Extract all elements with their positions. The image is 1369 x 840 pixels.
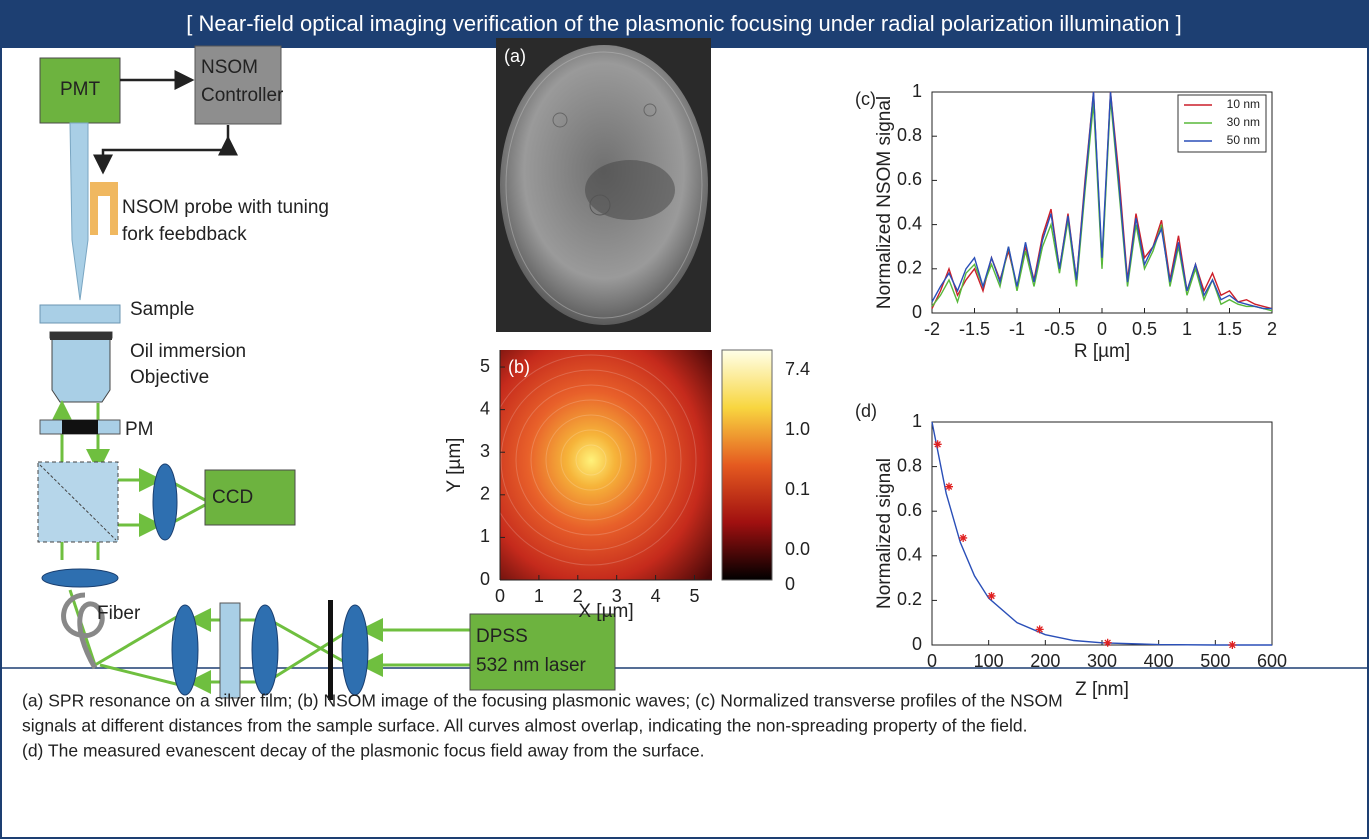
- x-tick-label: 200: [1030, 651, 1060, 671]
- y-tick-label: 1: [912, 411, 922, 431]
- y-tick-label: 1: [480, 526, 490, 546]
- controller-label: NSOM: [201, 57, 258, 78]
- pmt-label: PMT: [60, 79, 101, 100]
- x-tick-label: 0.5: [1132, 319, 1157, 339]
- x-tick-label: 0: [1097, 319, 1107, 339]
- x-tick-label: -1.5: [959, 319, 990, 339]
- caption-line: (d) The measured evanescent decay of the…: [22, 741, 705, 761]
- x-tick-label: -0.5: [1044, 319, 1075, 339]
- caption-line: (a) SPR resonance on a silver film; (b) …: [22, 691, 1063, 711]
- y-tick-label: 0.4: [897, 213, 922, 233]
- x-tick-label: 0: [495, 586, 505, 606]
- x-tick-label: -2: [924, 319, 940, 339]
- y-tick-label: 4: [480, 398, 490, 418]
- y-axis-label: Y [µm]: [444, 438, 465, 493]
- panel-label: (c): [855, 89, 876, 109]
- y-axis-label: Normalized NSOM signal: [874, 96, 895, 309]
- x-axis-label: Z [nm]: [1075, 679, 1129, 700]
- data-point: [945, 483, 953, 491]
- x-tick-label: 5: [689, 586, 699, 606]
- ccd-label: CCD: [212, 487, 253, 508]
- x-tick-label: 300: [1087, 651, 1117, 671]
- laser-label: DPSS: [476, 626, 528, 647]
- x-tick-label: 100: [974, 651, 1004, 671]
- y-tick-label: 0: [912, 302, 922, 322]
- fiber-label: Fiber: [97, 603, 141, 624]
- x-tick-label: 500: [1200, 651, 1230, 671]
- legend-label: 30 nm: [1227, 115, 1260, 129]
- panel-label: (a): [504, 46, 526, 66]
- x-tick-label: 1: [534, 586, 544, 606]
- y-tick-label: 5: [480, 356, 490, 376]
- heatmap-image: [486, 350, 772, 580]
- data-point: [988, 592, 996, 600]
- x-tick-label: 400: [1144, 651, 1174, 671]
- laser-label: 532 nm laser: [476, 655, 587, 676]
- controller-label: Controller: [201, 85, 284, 106]
- y-tick-label: 0.8: [897, 455, 922, 475]
- probe-label: NSOM probe with tuning: [122, 197, 329, 218]
- spr-image: [496, 38, 711, 332]
- y-tick-label: 0.2: [897, 258, 922, 278]
- x-axis-label: X [µm]: [578, 601, 633, 622]
- colorbar-label: 0.1: [785, 479, 810, 499]
- x-tick-label: 0: [927, 651, 937, 671]
- probe-label: fork feebdback: [122, 224, 247, 245]
- colorbar-label: 7.4: [785, 359, 810, 379]
- data-point: [959, 534, 967, 542]
- data-point: [934, 440, 942, 448]
- y-tick-label: 0: [480, 569, 490, 589]
- legend-label: 10 nm: [1227, 97, 1260, 111]
- x-tick-label: 600: [1257, 651, 1287, 671]
- x-tick-label: 1.5: [1217, 319, 1242, 339]
- legend-label: 50 nm: [1227, 133, 1260, 147]
- x-axis-label: R [µm]: [1074, 341, 1130, 362]
- y-tick-label: 0.8: [897, 125, 922, 145]
- y-tick-label: 0.2: [897, 589, 922, 609]
- x-tick-label: 1: [1182, 319, 1192, 339]
- panel-label: (b): [508, 357, 530, 377]
- x-tick-label: -1: [1009, 319, 1025, 339]
- y-tick-label: 3: [480, 441, 490, 461]
- colorbar-label: 1.0: [785, 419, 810, 439]
- colorbar-label: 0: [785, 574, 795, 594]
- x-tick-label: 2: [1267, 319, 1277, 339]
- panel-label: (d): [855, 401, 877, 421]
- caption-line: signals at different distances from the …: [22, 716, 1028, 736]
- page: [ Near-field optical imaging verificatio…: [0, 0, 1369, 840]
- title: [ Near-field optical imaging verificatio…: [186, 11, 1181, 36]
- y-tick-label: 0: [912, 634, 922, 654]
- y-axis-label: Normalized signal: [874, 458, 895, 609]
- y-tick-label: 0.6: [897, 169, 922, 189]
- y-tick-label: 0.4: [897, 545, 922, 565]
- y-tick-label: 1: [912, 81, 922, 101]
- y-tick-label: 2: [480, 484, 490, 504]
- objective-label: Objective: [130, 367, 209, 388]
- y-tick-label: 0.6: [897, 500, 922, 520]
- figure: [ Near-field optical imaging verificatio…: [0, 0, 1369, 840]
- x-tick-label: 4: [651, 586, 661, 606]
- objective-label: Oil immersion: [130, 341, 246, 362]
- colorbar-label: 0.0: [785, 539, 810, 559]
- sample-label: Sample: [130, 299, 194, 320]
- pm-label: PM: [125, 419, 154, 440]
